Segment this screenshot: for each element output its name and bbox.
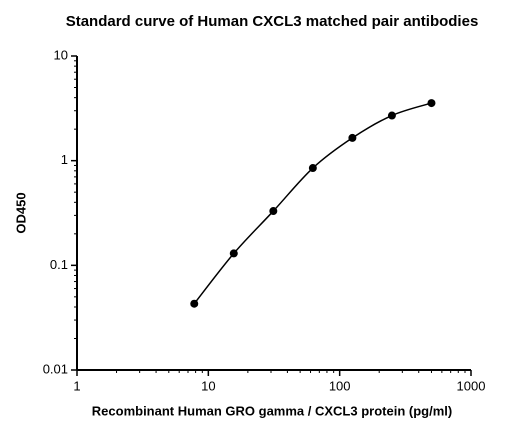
x-axis-label: Recombinant Human GRO gamma / CXCL3 prot… (92, 403, 452, 418)
point (269, 207, 278, 216)
y-tick-label: 10 (54, 47, 68, 62)
point (308, 164, 317, 173)
point (229, 249, 238, 258)
y-tick-label: 0.1 (50, 257, 68, 272)
y-tick-label: 1 (61, 152, 68, 167)
x-tick-label: 1 (73, 378, 80, 393)
point (387, 111, 396, 120)
point (348, 133, 357, 142)
y-axis-label: OD450 (13, 192, 28, 233)
x-tick-label: 10 (201, 378, 215, 393)
x-tick-label: 100 (329, 378, 351, 393)
y-tick-label: 0.01 (43, 361, 68, 376)
point (190, 299, 199, 308)
chart-title: Standard curve of Human CXCL3 matched pa… (66, 13, 479, 30)
point (427, 99, 436, 108)
fit-curve (193, 102, 432, 305)
x-tick-label: 1000 (457, 378, 486, 393)
